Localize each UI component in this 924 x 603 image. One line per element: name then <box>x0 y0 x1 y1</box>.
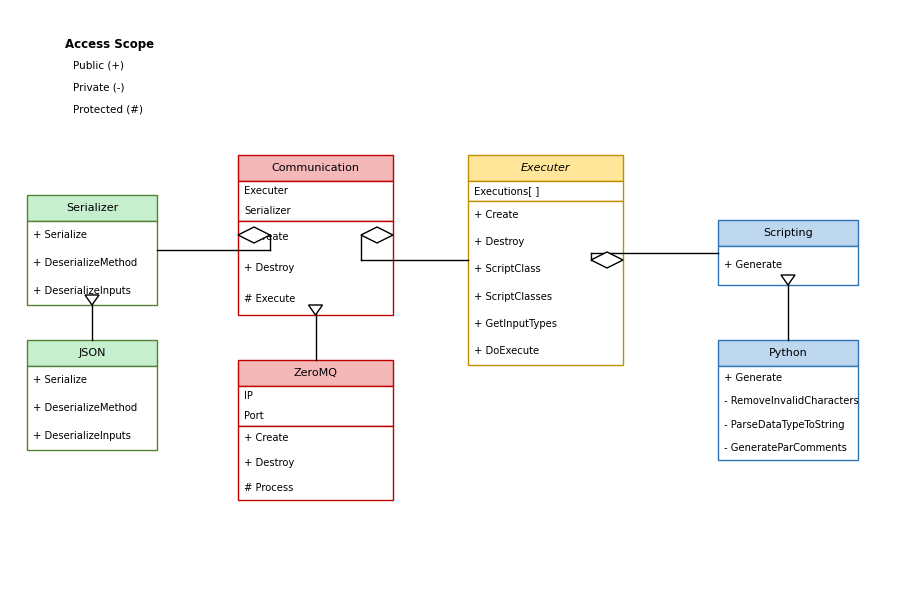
Bar <box>238 360 393 386</box>
Text: Executer: Executer <box>244 186 288 196</box>
Text: Executer: Executer <box>521 163 570 173</box>
Text: Python: Python <box>769 348 808 358</box>
Text: + Destroy: + Destroy <box>244 263 294 273</box>
Bar <box>238 181 393 221</box>
Text: + Generate: + Generate <box>724 260 782 271</box>
Text: Communication: Communication <box>272 163 359 173</box>
Bar <box>238 386 393 426</box>
Text: JSON: JSON <box>79 348 105 358</box>
Text: - ParseDataTypeToString: - ParseDataTypeToString <box>724 420 845 430</box>
Text: + DeserializeMethod: + DeserializeMethod <box>33 403 138 413</box>
Bar <box>238 155 393 181</box>
Bar <box>238 426 393 500</box>
Polygon shape <box>361 227 393 243</box>
Bar <box>27 221 157 305</box>
Bar <box>468 201 623 365</box>
Text: - GenerateParComments: - GenerateParComments <box>724 443 847 453</box>
Text: # Execute: # Execute <box>244 294 296 305</box>
Text: Protected (#): Protected (#) <box>73 104 143 114</box>
Bar <box>27 195 157 221</box>
Text: # Process: # Process <box>244 482 294 493</box>
Bar <box>718 220 858 246</box>
Bar <box>27 340 157 366</box>
Bar <box>718 366 858 460</box>
Polygon shape <box>309 305 322 315</box>
Text: IP: IP <box>244 391 253 401</box>
Text: + Create: + Create <box>474 210 518 219</box>
Text: + Serialize: + Serialize <box>33 375 87 385</box>
Bar <box>238 221 393 315</box>
Text: + Serialize: + Serialize <box>33 230 87 240</box>
Text: + DoExecute: + DoExecute <box>474 346 539 356</box>
Text: - RemoveInvalidCharacters: - RemoveInvalidCharacters <box>724 396 858 406</box>
Text: Serializer: Serializer <box>66 203 118 213</box>
Text: + Create: + Create <box>244 434 288 443</box>
Polygon shape <box>85 295 99 305</box>
Bar <box>468 181 623 201</box>
Text: + ScriptClass: + ScriptClass <box>474 264 541 274</box>
Text: Public (+): Public (+) <box>73 60 124 70</box>
Text: Access Scope: Access Scope <box>65 38 154 51</box>
Polygon shape <box>238 227 270 243</box>
Text: + GetInputTypes: + GetInputTypes <box>474 319 557 329</box>
Text: Executions[ ]: Executions[ ] <box>474 186 540 196</box>
Text: + Create: + Create <box>244 232 288 242</box>
Text: + DeserializeInputs: + DeserializeInputs <box>33 431 131 441</box>
Text: + Generate: + Generate <box>724 373 782 383</box>
Text: Private (-): Private (-) <box>73 82 125 92</box>
Text: Scripting: Scripting <box>763 228 813 238</box>
Bar <box>718 340 858 366</box>
Text: + ScriptClasses: + ScriptClasses <box>474 292 553 302</box>
Text: + Destroy: + Destroy <box>474 237 524 247</box>
Text: Port: Port <box>244 411 263 421</box>
Polygon shape <box>591 252 623 268</box>
Text: Serializer: Serializer <box>244 206 291 216</box>
Bar <box>468 155 623 181</box>
Text: + DeserializeInputs: + DeserializeInputs <box>33 286 131 296</box>
Polygon shape <box>781 275 795 285</box>
Text: ZeroMQ: ZeroMQ <box>294 368 337 378</box>
Bar <box>27 366 157 450</box>
Bar <box>718 246 858 285</box>
Text: + Destroy: + Destroy <box>244 458 294 468</box>
Text: + DeserializeMethod: + DeserializeMethod <box>33 258 138 268</box>
